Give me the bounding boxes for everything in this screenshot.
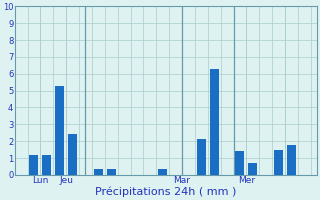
Bar	[42, 155, 51, 175]
Bar	[94, 169, 103, 175]
Bar	[29, 155, 38, 175]
Bar	[68, 134, 77, 175]
Bar	[107, 169, 116, 175]
Bar	[210, 69, 219, 175]
Bar	[197, 139, 206, 175]
X-axis label: Précipitations 24h ( mm ): Précipitations 24h ( mm )	[95, 187, 236, 197]
Bar	[55, 86, 64, 175]
Bar	[236, 151, 244, 175]
Bar	[248, 163, 257, 175]
Bar	[274, 150, 283, 175]
Bar	[287, 145, 296, 175]
Bar	[158, 169, 167, 175]
